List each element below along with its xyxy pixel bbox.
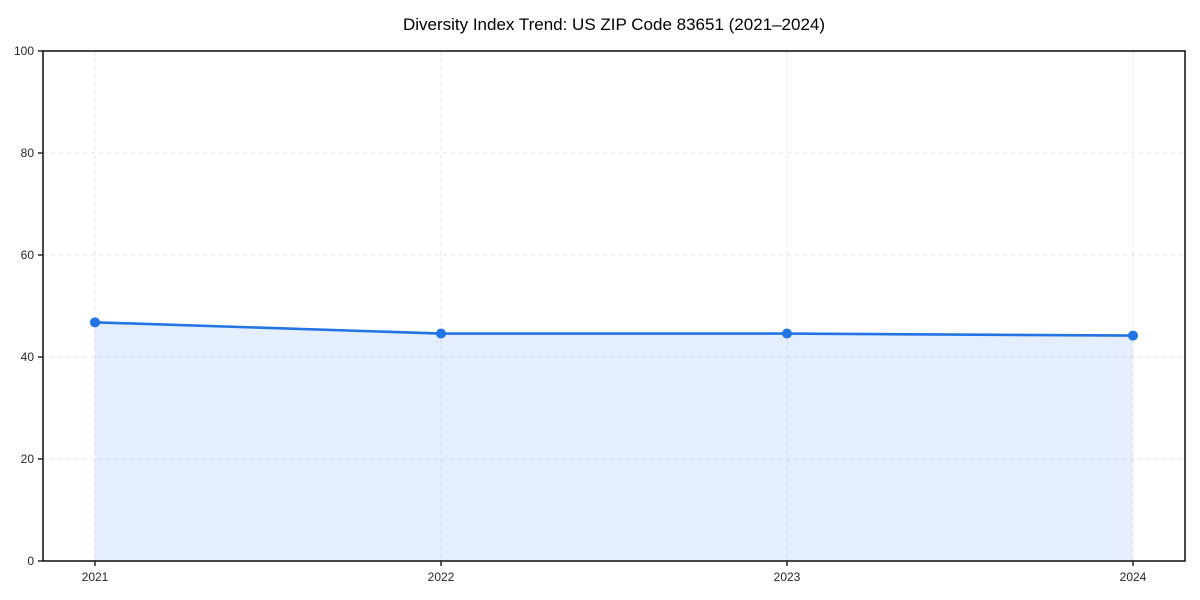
series-line <box>93 321 1135 337</box>
x-tick-label: 2022 <box>428 570 455 584</box>
axis-ticks <box>38 50 1134 566</box>
x-axis-tick-labels: 2021 2022 2023 2024 <box>82 570 1147 584</box>
plot-border <box>42 50 1186 562</box>
chart-title: Diversity Index Trend: US ZIP Code 83651… <box>403 15 825 34</box>
data-points <box>90 317 1138 341</box>
x-tick-label: 2021 <box>82 570 109 584</box>
x-tick-label: 2024 <box>1120 570 1147 584</box>
data-point-marker <box>436 328 446 339</box>
y-tick-label: 100 <box>14 44 34 58</box>
x-tick-label: 2023 <box>774 570 801 584</box>
trend-line <box>93 321 1135 337</box>
y-axis-tick-labels: 0 20 40 60 80 100 <box>14 44 34 568</box>
axes-spines <box>42 50 1186 562</box>
y-tick-label: 40 <box>21 350 35 364</box>
area-fill <box>95 322 1133 561</box>
data-point-marker <box>782 328 792 339</box>
data-point-marker <box>90 317 100 328</box>
y-tick-label: 60 <box>21 248 35 262</box>
series-area-fill <box>95 322 1133 561</box>
y-tick-label: 80 <box>21 146 35 160</box>
y-tick-label: 20 <box>21 452 35 466</box>
data-point-marker <box>1128 330 1138 341</box>
y-tick-label: 0 <box>27 554 34 568</box>
